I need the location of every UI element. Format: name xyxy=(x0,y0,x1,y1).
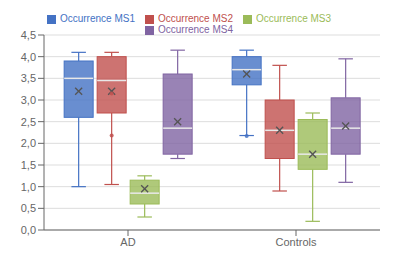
svg-text:1,5: 1,5 xyxy=(21,159,36,171)
svg-text:2,0: 2,0 xyxy=(21,137,36,149)
svg-text:Controls: Controls xyxy=(276,236,317,248)
html-text:Occurrence MS4: Occurrence MS4 xyxy=(158,24,233,35)
svg-text:4,0: 4,0 xyxy=(21,51,36,63)
html-text:Occurrence MS1: Occurrence MS1 xyxy=(60,13,135,24)
html-text:Occurrence MS3: Occurrence MS3 xyxy=(256,13,331,24)
svg-text:1,0: 1,0 xyxy=(21,181,36,193)
svg-text:3,5: 3,5 xyxy=(21,72,36,84)
html-text:Occurrence MS2: Occurrence MS2 xyxy=(158,13,233,24)
svg-text:0,0: 0,0 xyxy=(21,224,36,236)
svg-text:3,0: 3,0 xyxy=(21,94,36,106)
svg-text:2,5: 2,5 xyxy=(21,116,36,128)
svg-text:4,5: 4,5 xyxy=(21,29,36,41)
svg-text:0,5: 0,5 xyxy=(21,202,36,214)
svg-text:AD: AD xyxy=(120,236,135,248)
